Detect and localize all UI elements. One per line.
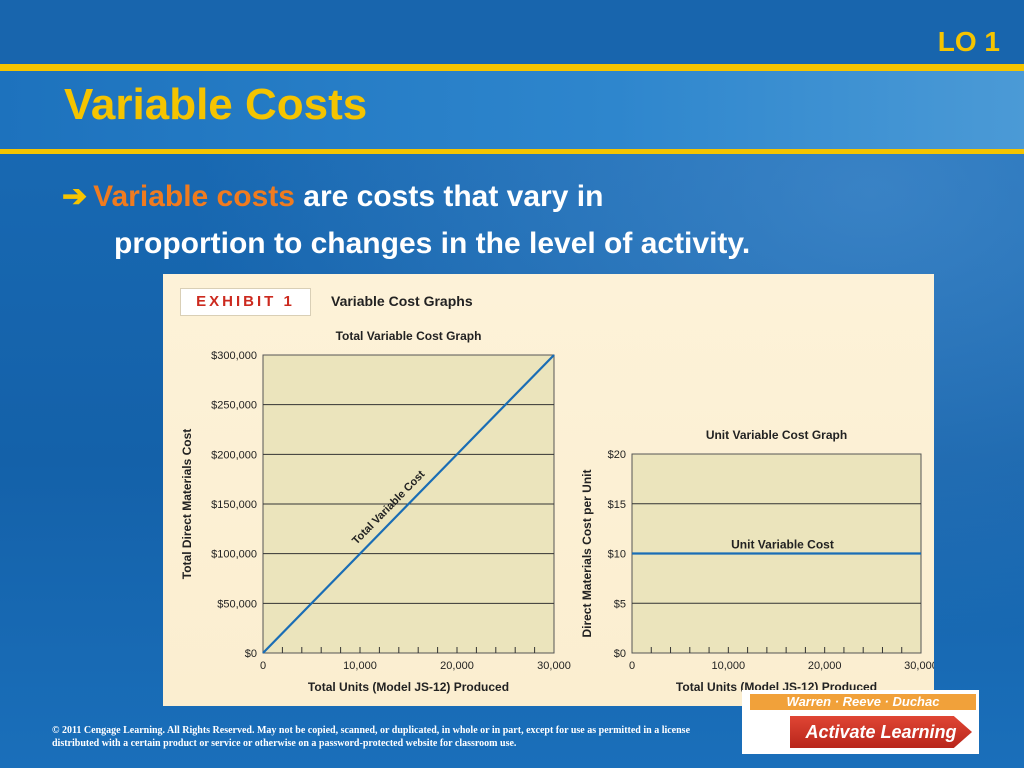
total-cost-x-tick-label: 30,000 xyxy=(537,660,571,672)
total-cost-y-tick-label: $200,000 xyxy=(211,449,257,461)
unit-cost-x-tick-label: 10,000 xyxy=(712,660,746,672)
title-divider xyxy=(0,149,1024,154)
top-divider xyxy=(0,64,1024,71)
unit-cost-x-tick-label: 30,000 xyxy=(904,660,934,672)
total-cost-x-tick-label: 10,000 xyxy=(343,660,377,672)
bullet-text-line1: are costs that vary in xyxy=(294,180,604,213)
unit-cost-y-axis-label: Direct Materials Cost per Unit xyxy=(580,469,594,637)
exhibit-tag: EXHIBIT 1 xyxy=(180,288,311,316)
arrow-bullet-icon: ➔ xyxy=(62,180,88,213)
unit-cost-y-tick-label: $0 xyxy=(614,648,626,660)
total-cost-x-axis-label: Total Units (Model JS-12) Produced xyxy=(308,680,509,694)
learning-objective-label: LO 1 xyxy=(937,26,1000,57)
copyright-footer: © 2011 Cengage Learning. All Rights Rese… xyxy=(52,725,691,749)
variable-cost-graphs: $0 $50,000 $100,000 $150,000 $200,000 $250,00… xyxy=(180,329,934,694)
publisher-logo: Warren · Reeve · Duchac Activate Learnin… xyxy=(742,690,979,754)
total-cost-chart-title: Total Variable Cost Graph xyxy=(336,329,482,343)
total-cost-y-tick-label: $250,000 xyxy=(211,400,257,412)
unit-cost-y-tick-label: $15 xyxy=(608,499,626,511)
unit-cost-chart-title: Unit Variable Cost Graph xyxy=(706,428,847,442)
unit-cost-y-tick-label: $20 xyxy=(608,449,626,461)
total-cost-y-tick-label: $0 xyxy=(245,648,257,660)
title-band xyxy=(0,71,1024,149)
total-cost-y-tick-label: $300,000 xyxy=(211,350,257,362)
unit-cost-x-tick-label: 20,000 xyxy=(808,660,842,672)
exhibit-panel: EXHIBIT 1 Variable Cost Graphs $0 $50,000… xyxy=(163,274,934,706)
slide-title: Variable Costs xyxy=(64,80,368,129)
total-cost-y-tick-label: $100,000 xyxy=(211,549,257,561)
unit-cost-y-tick-label: $5 xyxy=(614,598,626,610)
top-band xyxy=(0,0,1024,66)
logo-authors: Warren · Reeve · Duchac xyxy=(750,694,976,710)
total-cost-y-tick-label: $50,000 xyxy=(217,598,257,610)
unit-cost-y-tick-label: $10 xyxy=(608,549,626,561)
total-cost-x-tick-label: 20,000 xyxy=(440,660,474,672)
exhibit-title: Variable Cost Graphs xyxy=(331,293,473,309)
total-cost-series-line xyxy=(262,354,555,654)
total-cost-y-tick-label: $150,000 xyxy=(211,499,257,511)
bullet-text-line2: proportion to changes in the level of ac… xyxy=(114,227,751,260)
bullet-point: ➔ Variable costs are costs that vary in p… xyxy=(62,173,992,267)
unit-cost-x-tick-label: 0 xyxy=(629,660,635,672)
activate-learning-badge: Activate Learning xyxy=(790,716,972,748)
unit-cost-series-label: Unit Variable Cost xyxy=(731,538,834,552)
bullet-term: Variable costs xyxy=(93,180,295,213)
total-cost-y-axis-label: Total Direct Materials Cost xyxy=(180,429,194,579)
total-cost-x-tick-label: 0 xyxy=(260,660,266,672)
